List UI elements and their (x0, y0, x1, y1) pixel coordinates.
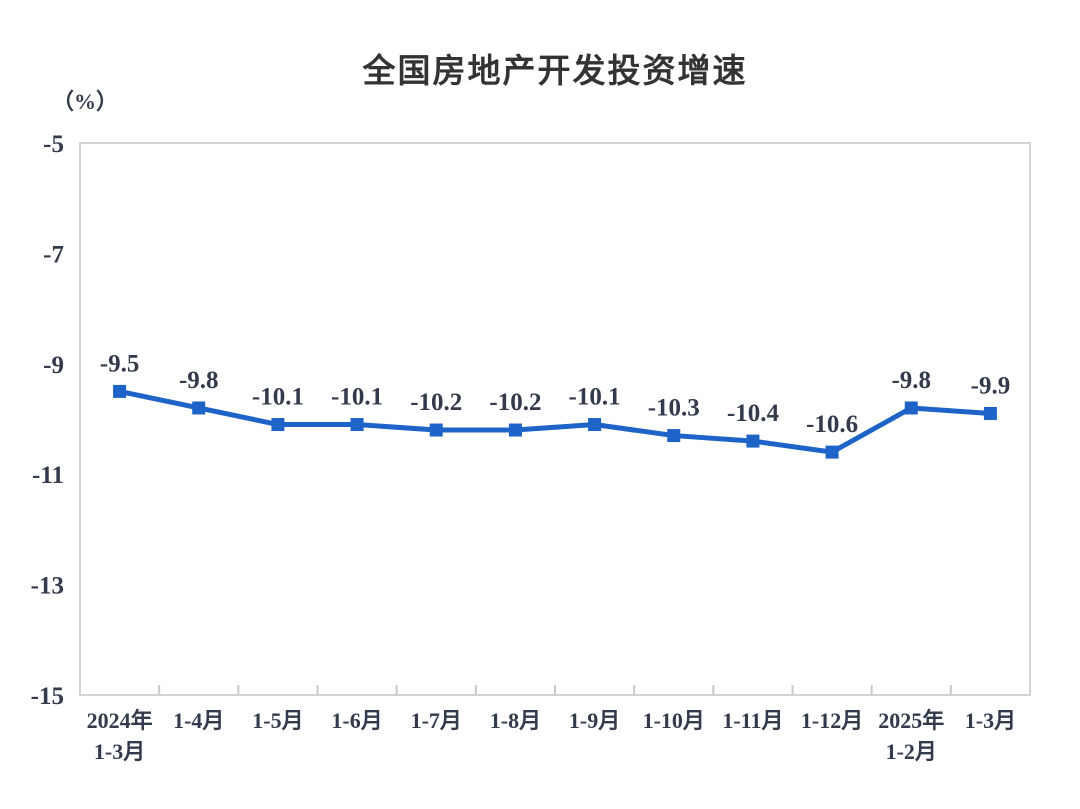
data-point-label: -10.2 (410, 389, 462, 416)
x-axis-category-label: 1-12月 (801, 708, 863, 733)
x-axis-category-label: 1-7月 (411, 708, 462, 733)
data-series-line (119, 388, 991, 455)
y-axis-tick-label: -5 (43, 131, 64, 158)
x-axis-category-label: 1-11月 (722, 708, 783, 733)
y-axis-tick-label: -15 (31, 683, 64, 710)
y-axis-tick-label: -13 (31, 573, 64, 600)
data-point-marker (113, 384, 127, 398)
x-axis-category-label: 1-3月 (965, 708, 1016, 733)
data-point-marker (271, 418, 285, 432)
x-axis-category-label: 1-10月 (643, 708, 705, 733)
x-axis-category-label: 1-9月 (569, 708, 620, 733)
data-point-label: -10.6 (806, 411, 858, 438)
data-point-label: -10.1 (252, 384, 304, 411)
data-point-marker (667, 429, 681, 443)
data-point-marker (350, 418, 364, 432)
data-point-marker (983, 406, 997, 420)
data-point-label: -9.8 (179, 367, 219, 394)
data-point-label: -10.3 (648, 395, 700, 422)
data-point-label: -10.2 (489, 389, 541, 416)
data-point-label: -9.5 (100, 350, 140, 377)
data-point-marker (825, 445, 839, 459)
data-point-marker (192, 401, 206, 415)
data-point-label: -10.4 (727, 400, 780, 427)
y-axis-unit-label: （%） (52, 89, 119, 114)
data-point-label: -10.1 (569, 384, 621, 411)
data-point-marker (588, 418, 602, 432)
data-point-marker (429, 423, 443, 437)
data-point-marker (904, 401, 918, 415)
data-point-label: -10.1 (331, 384, 383, 411)
x-axis-category-label: 1-6月 (331, 708, 382, 733)
x-axis-category-label: 2025年 1-2月 (878, 708, 944, 764)
y-axis-tick-label: -9 (43, 352, 64, 379)
y-axis-tick-label: -11 (32, 462, 64, 489)
x-axis-category-label: 1-8月 (490, 708, 541, 733)
chart-title: 全国房地产开发投资增速 (362, 52, 748, 89)
data-point-label: -9.9 (971, 372, 1011, 399)
x-axis-category-label: 1-5月 (252, 708, 303, 733)
x-axis-category-label: 1-4月 (173, 708, 224, 733)
data-point-label: -9.8 (891, 367, 931, 394)
y-axis-tick-label: -7 (43, 241, 64, 268)
data-point-marker (746, 434, 760, 448)
data-point-marker (508, 423, 522, 437)
x-axis-category-label: 2024年 1-3月 (87, 708, 153, 764)
